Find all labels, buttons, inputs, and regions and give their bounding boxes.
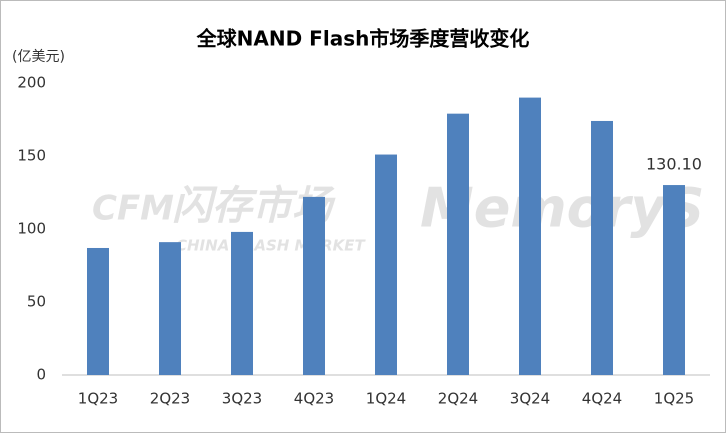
x-tick-label: 4Q24: [582, 390, 622, 408]
y-tick-label: 150: [17, 147, 46, 165]
bar: [591, 120, 613, 376]
x-tick-label: 2Q23: [150, 390, 190, 408]
bar: [231, 231, 253, 375]
y-tick-label: 0: [36, 366, 46, 384]
watermark: CFM: [92, 189, 174, 229]
x-tick-label: 2Q24: [438, 390, 478, 408]
bar: [87, 247, 109, 375]
bar: [519, 97, 541, 375]
x-tick-label: 1Q23: [78, 390, 118, 408]
y-tick-label: 50: [27, 293, 46, 311]
data-label: 130.10: [646, 155, 702, 174]
x-tick-label: 1Q25: [654, 390, 694, 408]
y-tick-label: 200: [17, 74, 46, 92]
x-tick-label: 3Q24: [510, 390, 550, 408]
y-tick-label: 100: [17, 220, 46, 238]
x-tick-label: 3Q23: [222, 390, 262, 408]
bar: [303, 196, 325, 375]
y-axis-label: (亿美元): [12, 49, 65, 65]
bar: [159, 242, 181, 375]
watermark: CHINA FLASH MARKET: [176, 237, 366, 255]
bar: [663, 185, 685, 375]
bar: [447, 113, 469, 375]
bar: [375, 154, 397, 375]
chart-title: 全球NAND Flash市场季度营收变化: [196, 27, 530, 51]
x-tick-label: 1Q24: [366, 390, 406, 408]
x-tick-label: 4Q23: [294, 390, 334, 408]
